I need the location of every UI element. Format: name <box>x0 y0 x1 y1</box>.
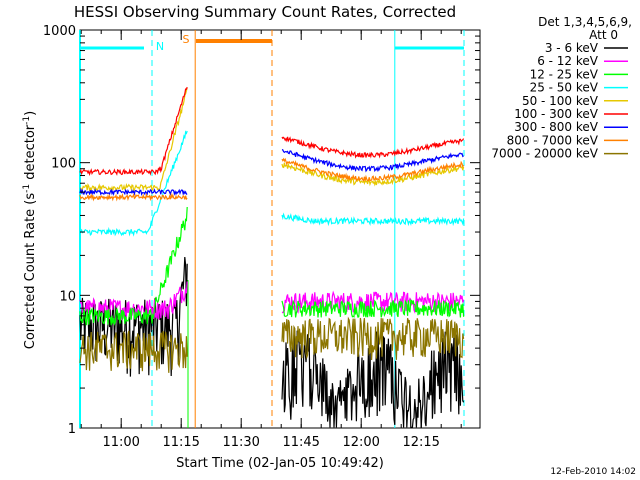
plot-frame <box>79 29 481 429</box>
night-flag-label: N <box>156 40 164 53</box>
legend-label: 7000 - 20000 keV <box>491 147 598 161</box>
legend-header: Det 1,3,4,5,6,9, <box>538 15 632 29</box>
series-line-100-300keV-0 <box>79 86 188 177</box>
y-axis-label-main: Corrected Count Rate (s <box>23 193 38 350</box>
y-tick-label: 10 <box>59 289 76 304</box>
x-tick-label: 12:15 <box>402 435 439 450</box>
axis-layer: 1 10 100 1000 11:00 11:15 11:30 11:45 12:00 12:15 <box>43 24 480 450</box>
series-line-7000-20000keV-0 <box>79 330 188 373</box>
series-layer <box>79 86 465 428</box>
series-line-300-800keV-1 <box>281 149 464 173</box>
y-tick-label: 100 <box>51 157 76 172</box>
series-line-300-800keV-0 <box>79 187 188 197</box>
x-tick-label: 11:15 <box>162 435 199 450</box>
series-line-3-6keV-1 <box>281 330 465 428</box>
series-line-800-7000keV-1 <box>281 157 465 182</box>
x-tick-label: 11:00 <box>102 435 139 450</box>
series-line-100-300keV-1 <box>281 136 465 159</box>
series-line-12-25keV-0 <box>79 206 188 326</box>
series-line-800-7000keV-0 <box>79 192 188 202</box>
y-axis-label-end: ) <box>23 111 38 116</box>
legend-label: 25 - 50 keV <box>530 81 599 95</box>
x-tick-label: 12:00 <box>342 435 379 450</box>
series-line-50-100keV-1 <box>281 162 465 187</box>
x-tick-label: 11:30 <box>222 435 259 450</box>
series-line-25-50keV-0 <box>79 130 188 237</box>
y-tick-label: 1000 <box>43 24 76 39</box>
saa-flag-label: S <box>183 33 190 46</box>
legend-label: 12 - 25 keV <box>530 67 599 81</box>
x-axis-label: Start Time (02-Jan-05 10:49:42) <box>176 456 384 471</box>
legend-label: 800 - 7000 keV <box>507 133 599 147</box>
flag-layer: NS <box>79 30 465 428</box>
chart-title: HESSI Observing Summary Count Rates, Cor… <box>74 3 456 21</box>
legend-label: 300 - 800 keV <box>514 120 598 134</box>
y-tick-label: 1 <box>68 422 76 437</box>
x-tick-label: 11:45 <box>282 435 319 450</box>
legend-label: 100 - 300 keV <box>514 107 598 121</box>
legend-label: 3 - 6 keV <box>545 41 599 55</box>
legend-label: 50 - 100 keV <box>522 94 599 108</box>
series-line-25-50keV-1 <box>281 212 465 227</box>
footer-date: 12-Feb-2010 14:02 <box>550 467 636 477</box>
legend-subheader: Att 0 <box>589 28 618 42</box>
series-line-7000-20000keV-1 <box>281 316 465 361</box>
y-axis-label: Corrected Count Rate (s-1 detector-1) <box>22 111 38 349</box>
series-line-6-12keV-1 <box>281 290 465 314</box>
y-axis-label-sup1: -1 <box>22 184 32 193</box>
y-axis-label-mid: detector <box>23 124 38 184</box>
legend-label: 6 - 12 keV <box>537 54 599 68</box>
y-axis-label-sup2: -1 <box>22 116 32 125</box>
series-line-12-25keV-1 <box>281 299 465 318</box>
